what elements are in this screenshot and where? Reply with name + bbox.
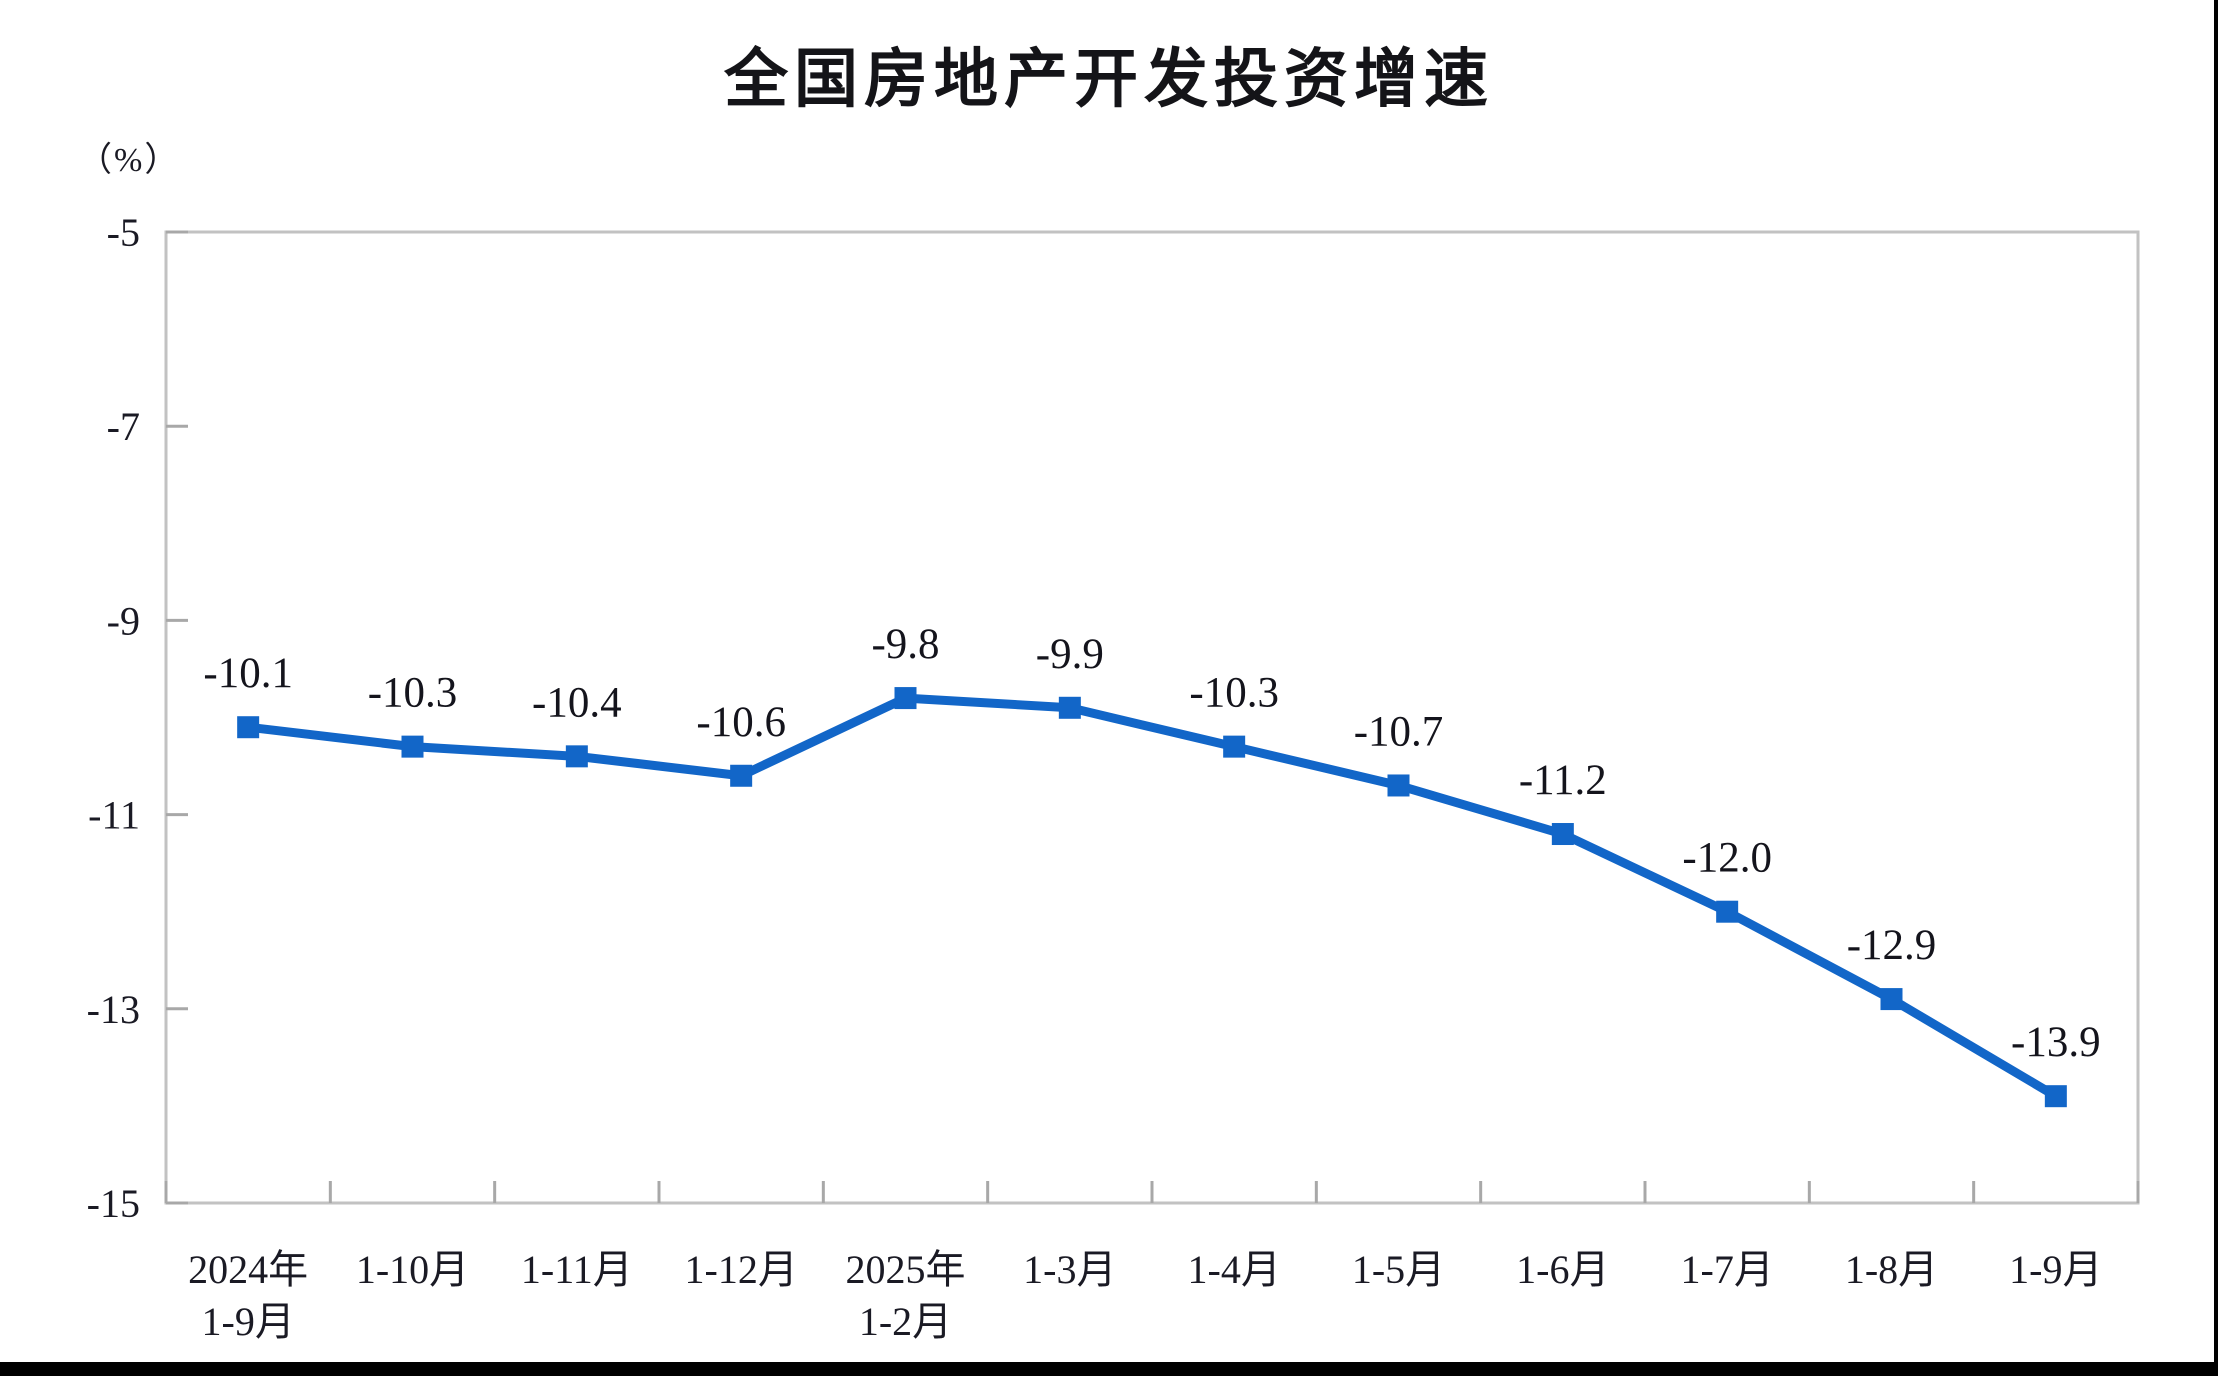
data-point-label: -10.3 [1189,670,1279,717]
x-axis-tick-label: 1-5月 [1352,1247,1445,1292]
data-point-label: -11.2 [1519,757,1607,804]
bottom-black-bar [0,1362,2218,1376]
plot-border [164,230,2140,1205]
data-point-label: -12.0 [1682,835,1772,882]
y-axis-tick-label: -7 [107,404,140,449]
data-point-label: -10.1 [203,650,293,697]
data-point-label: -12.9 [1847,922,1937,969]
x-axis-tick-label: 1-4月 [1188,1247,1281,1292]
data-point-label: -10.3 [368,670,458,717]
y-axis-tick-label: -11 [88,793,140,838]
data-point-label: -10.4 [532,679,622,726]
series-line [243,693,2061,1101]
x-axis-tick-label: 1-12月 [685,1247,798,1292]
y-axis-tick-label: -9 [107,598,140,643]
data-point-label: -10.7 [1354,708,1444,755]
data-point-marker [1716,900,1739,923]
y-axis-tick-label: -13 [87,987,140,1032]
y-axis-tick-label: -5 [107,210,140,255]
x-axis-tick-label: 1-6月 [1516,1247,1609,1292]
y-axis-tick-label: -15 [87,1181,140,1226]
x-axis-tick-label: 1-7月 [1681,1247,1774,1292]
chart-title: 全国房地产开发投资增速 [724,43,1494,115]
data-point-label: -9.8 [871,621,939,668]
data-point-marker [730,764,753,787]
x-axis-tick-label: 2024年 1-9月 [188,1247,308,1344]
data-point-marker [894,687,917,710]
data-point-marker [1223,735,1246,758]
x-axis-tick-label: 1-11月 [521,1247,633,1292]
x-axis-tick-label: 2025年 1-2月 [846,1247,966,1344]
data-point-marker [237,716,260,739]
x-axis-tick-label: 1-3月 [1023,1247,1116,1292]
x-axis-tick-label: 1-10月 [356,1247,469,1292]
data-point-marker [1058,696,1081,719]
data-point-marker [401,735,424,758]
data-point-label: -9.9 [1036,631,1104,678]
data-point-marker [1387,774,1410,797]
data-point-label: -13.9 [2011,1019,2101,1066]
data-point-marker [565,745,588,768]
y-axis-unit-label: （%） [78,142,181,179]
x-axis-tick-label: 1-9月 [2009,1247,2102,1292]
right-black-line [2214,0,2218,1376]
data-point-marker [1551,823,1574,846]
data-point-marker [1880,988,1903,1011]
x-axis-tick-label: 1-8月 [1845,1247,1938,1292]
data-point-label: -10.6 [696,699,786,746]
data-point-marker [2044,1085,2067,1108]
